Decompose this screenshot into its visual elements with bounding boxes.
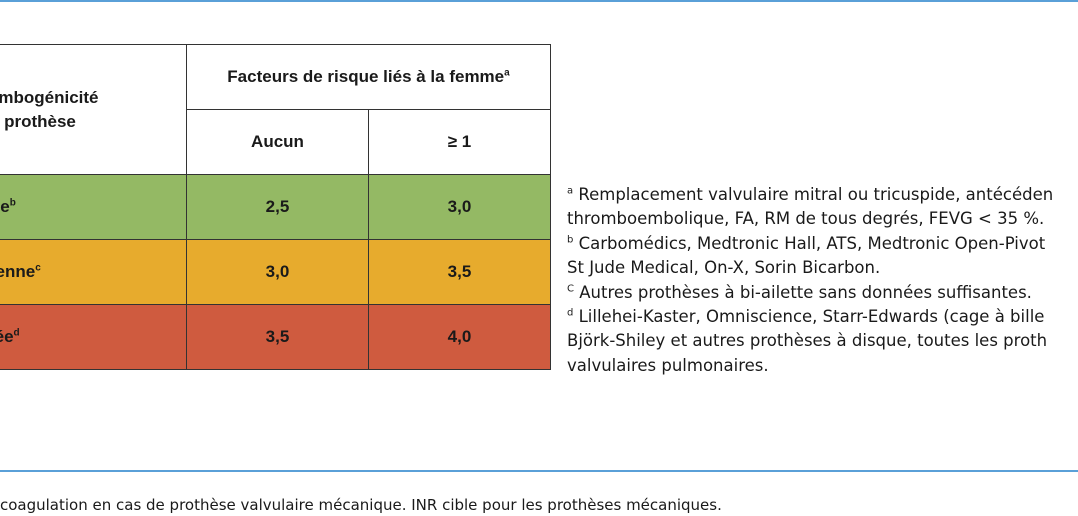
footnote-text: Remplacement valvulaire mitral ou tricus… bbox=[573, 185, 1054, 204]
footnote-text: Lillehei-Kaster, Omniscience, Starr-Edwa… bbox=[573, 307, 1045, 327]
row-category: levéed bbox=[0, 304, 187, 370]
footnote-text: Carbomédics, Medtronic Hall, ATS, Medtro… bbox=[573, 233, 1046, 253]
footnote-c-line1: C Autres prothèses à bi-ailette sans don… bbox=[567, 281, 1078, 305]
none-column-header: Aucun bbox=[186, 109, 369, 175]
footnote-marker: C bbox=[567, 283, 574, 295]
inr-value: 4,0 bbox=[368, 304, 551, 370]
header-line-2: e la prothèse bbox=[0, 111, 76, 131]
table-row: loyennec 3,0 3,5 bbox=[0, 239, 551, 305]
footnote-b-line2: St Jude Medical, On-X, Sorin Bicarbon. bbox=[567, 258, 881, 278]
top-rule bbox=[0, 0, 1078, 2]
inr-value: 3,5 bbox=[368, 239, 551, 305]
bottom-rule bbox=[0, 470, 1078, 472]
table-row: levéed 3,5 4,0 bbox=[0, 304, 551, 370]
footnote-text: Autres prothèses à bi-ailette sans donné… bbox=[573, 282, 1032, 302]
inr-value: 3,0 bbox=[186, 239, 369, 305]
footnote-b-line1: b Carbomédics, Medtronic Hall, ATS, Medt… bbox=[567, 232, 1078, 256]
row-category: aibleb bbox=[0, 174, 187, 240]
footnote-d-line1: d Lillehei-Kaster, Omniscience, Starr-Ed… bbox=[567, 305, 1078, 329]
row-category: loyennec bbox=[0, 239, 187, 305]
footnotes: a Remplacement valvulaire mitral ou tric… bbox=[567, 183, 1078, 378]
footnote-marker: d bbox=[13, 327, 20, 339]
footnote-marker: b bbox=[567, 234, 574, 246]
inr-value: 2,5 bbox=[186, 174, 369, 240]
footnote-marker: a bbox=[504, 67, 510, 79]
figure-caption: coagulation en cas de prothèse valvulair… bbox=[0, 496, 722, 514]
footnote-marker: a bbox=[567, 185, 574, 197]
footnote-d-line3: valvulaires pulmonaires. bbox=[567, 355, 769, 375]
category-label: loyenne bbox=[0, 262, 36, 281]
footnote-d-line2: Björk-Shiley et autres prothèses à disqu… bbox=[567, 331, 1048, 351]
footnote-a-line1: a Remplacement valvulaire mitral ou tric… bbox=[567, 183, 1078, 207]
footnote-marker: d bbox=[567, 307, 574, 319]
prosthesis-thrombogenicity-header: hrombogénicité e la prothèse bbox=[0, 44, 187, 175]
risk-factors-label: Facteurs de risque liés à la femme bbox=[227, 67, 505, 86]
footnote-marker: c bbox=[35, 262, 41, 274]
one-or-more-column-header: ≥ 1 bbox=[368, 109, 551, 175]
category-label: aible bbox=[0, 197, 10, 216]
inr-table: hrombogénicité e la prothèse Facteurs de… bbox=[0, 44, 551, 370]
category-label: levée bbox=[0, 327, 14, 346]
header-line-1: hrombogénicité bbox=[0, 87, 99, 107]
footnote-a-line2: thromboembolique, FA, RM de tous degrés,… bbox=[567, 209, 1045, 229]
inr-value: 3,5 bbox=[186, 304, 369, 370]
table-row: aibleb 2,5 3,0 bbox=[0, 174, 551, 240]
inr-value: 3,0 bbox=[368, 174, 551, 240]
footnote-marker: b bbox=[9, 197, 16, 209]
risk-factors-header: Facteurs de risque liés à la femmea bbox=[186, 44, 551, 110]
